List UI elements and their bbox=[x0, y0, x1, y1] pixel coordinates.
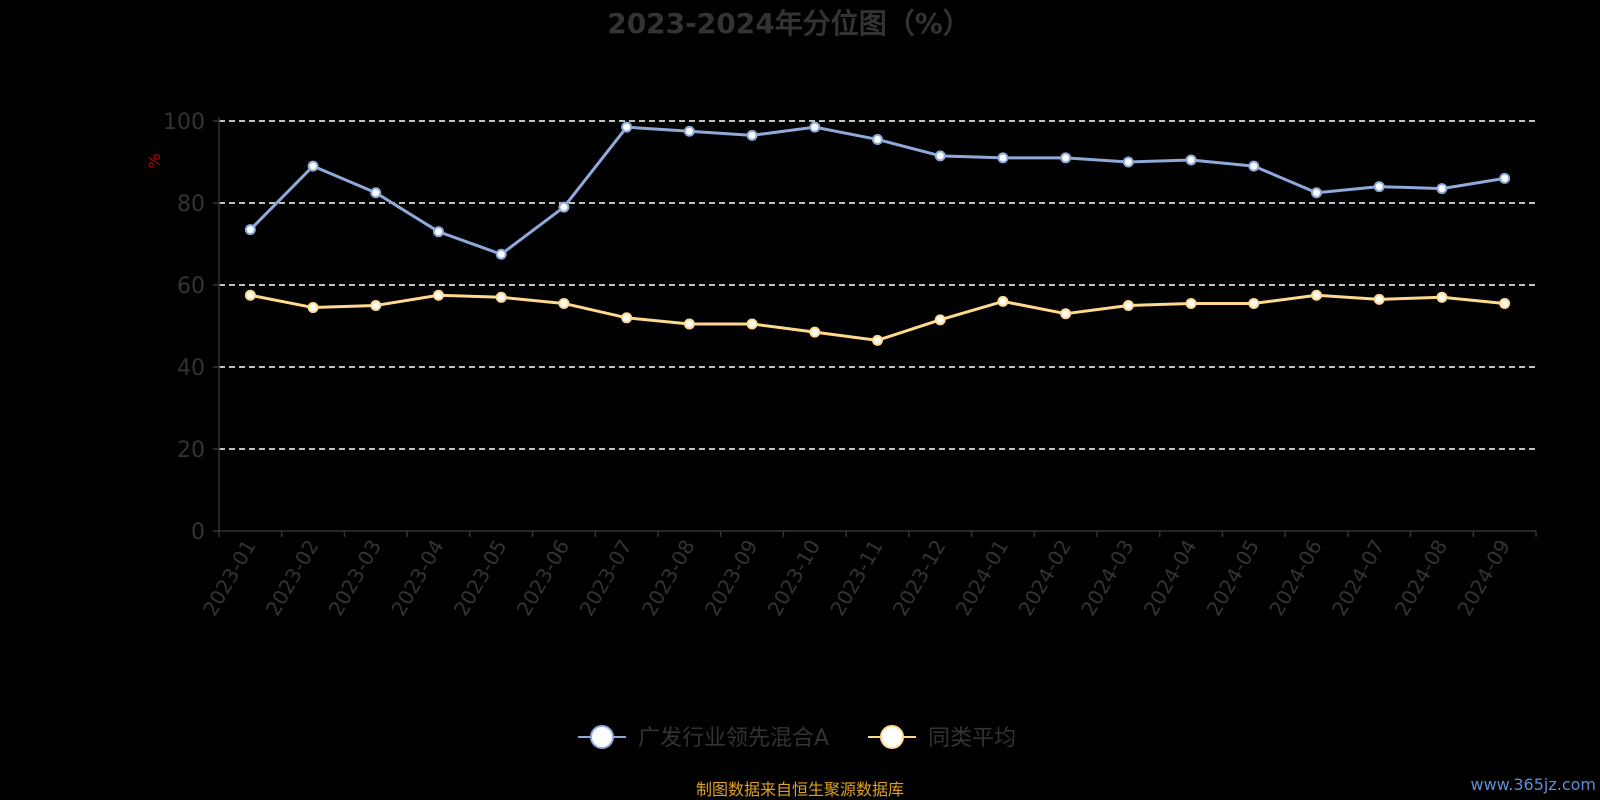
y-tick-label: 0 bbox=[191, 520, 205, 545]
legend-item-2: 同类平均 bbox=[868, 725, 1016, 751]
x-tick-label: 2023-12 bbox=[888, 536, 951, 620]
data-point bbox=[1185, 297, 1197, 309]
data-point bbox=[1185, 154, 1197, 166]
series-group bbox=[244, 121, 1511, 346]
data-point bbox=[558, 201, 570, 213]
data-point bbox=[244, 289, 256, 301]
data-point bbox=[244, 224, 256, 236]
series-1 bbox=[244, 121, 1511, 260]
x-tick-label: 2023-05 bbox=[449, 536, 512, 620]
x-tick-label: 2024-04 bbox=[1139, 536, 1202, 620]
y-axis-label: % bbox=[145, 153, 164, 168]
x-tick-label: 2023-08 bbox=[637, 536, 700, 620]
legend-item-1: 广发行业领先混合A bbox=[578, 725, 829, 751]
x-tick-label: 2024-02 bbox=[1013, 536, 1076, 620]
x-tick-label: 2023-09 bbox=[700, 536, 763, 620]
data-point bbox=[1373, 181, 1385, 193]
x-tick-label: 2024-09 bbox=[1452, 536, 1515, 620]
data-point bbox=[370, 187, 382, 199]
legend-label: 同类平均 bbox=[928, 726, 1016, 751]
x-tick-label: 2023-07 bbox=[574, 536, 637, 620]
y-ticks: 0 20 40 60 80 100 bbox=[163, 110, 205, 545]
x-ticks: 2023-01 2023-02 2023-03 2023-04 2023-05 2023-… bbox=[198, 536, 1515, 620]
legend: 广发行业领先混合A 同类平均 bbox=[578, 725, 1016, 751]
legend-label: 广发行业领先混合A bbox=[638, 726, 829, 751]
data-point bbox=[1436, 291, 1448, 303]
data-point bbox=[809, 121, 821, 133]
axes bbox=[213, 117, 1537, 537]
x-tick-label: 2024-01 bbox=[951, 536, 1014, 620]
x-tick-label: 2024-08 bbox=[1390, 536, 1453, 620]
x-tick-label: 2023-03 bbox=[324, 536, 387, 620]
data-point bbox=[1373, 293, 1385, 305]
data-point bbox=[307, 302, 319, 314]
data-point bbox=[746, 129, 758, 141]
data-point bbox=[1311, 187, 1322, 199]
legend-marker bbox=[880, 725, 904, 749]
data-point bbox=[621, 121, 633, 133]
data-point bbox=[1248, 297, 1260, 309]
data-point bbox=[370, 300, 382, 311]
y-tick-label: 100 bbox=[163, 110, 205, 135]
grid bbox=[219, 120, 1536, 450]
y-tick-label: 80 bbox=[177, 192, 205, 217]
series-2 bbox=[244, 289, 1511, 346]
data-point bbox=[1060, 152, 1072, 164]
data-point bbox=[1436, 183, 1448, 195]
data-point bbox=[997, 152, 1009, 164]
source-note: 制图数据来自恒生聚源数据库 bbox=[696, 780, 904, 799]
data-point bbox=[433, 226, 444, 238]
data-point bbox=[495, 291, 507, 303]
x-tick-label: 2024-05 bbox=[1202, 536, 1265, 620]
y-tick-label: 60 bbox=[177, 274, 205, 299]
data-point bbox=[934, 314, 946, 326]
watermark: www.365jz.com bbox=[1470, 775, 1596, 794]
x-tick-label: 2024-07 bbox=[1327, 536, 1390, 620]
data-point bbox=[683, 125, 695, 137]
data-point bbox=[872, 334, 883, 346]
data-point bbox=[1499, 172, 1511, 184]
data-point bbox=[433, 289, 444, 301]
data-point bbox=[809, 326, 821, 338]
data-point bbox=[997, 295, 1009, 307]
data-point bbox=[683, 318, 695, 330]
x-tick-label: 2023-11 bbox=[825, 536, 888, 620]
data-point bbox=[495, 248, 507, 260]
data-point bbox=[1311, 289, 1322, 301]
y-tick-label: 40 bbox=[177, 356, 205, 381]
x-tick-label: 2023-06 bbox=[512, 536, 575, 620]
x-tick-label: 2023-02 bbox=[261, 536, 324, 620]
data-point bbox=[307, 160, 319, 172]
data-point bbox=[1248, 160, 1260, 172]
data-point bbox=[1499, 297, 1511, 309]
data-point bbox=[872, 133, 883, 145]
x-tick-label: 2023-01 bbox=[198, 536, 261, 620]
data-point bbox=[1122, 300, 1134, 311]
data-point bbox=[746, 318, 758, 330]
x-tick-label: 2024-03 bbox=[1076, 536, 1139, 620]
x-tick-label: 2024-06 bbox=[1264, 536, 1327, 620]
y-tick-label: 20 bbox=[177, 438, 205, 463]
legend-marker bbox=[590, 725, 614, 749]
series-line bbox=[250, 293, 1505, 342]
x-tick-label: 2023-04 bbox=[386, 536, 449, 620]
data-point bbox=[1060, 308, 1072, 320]
x-tick-label: 2023-10 bbox=[763, 536, 826, 620]
data-point bbox=[1122, 156, 1134, 168]
chart-title: 2023-2024年分位图（%） bbox=[607, 7, 971, 40]
data-point bbox=[621, 312, 633, 324]
data-point bbox=[934, 150, 946, 162]
data-point bbox=[558, 297, 570, 309]
